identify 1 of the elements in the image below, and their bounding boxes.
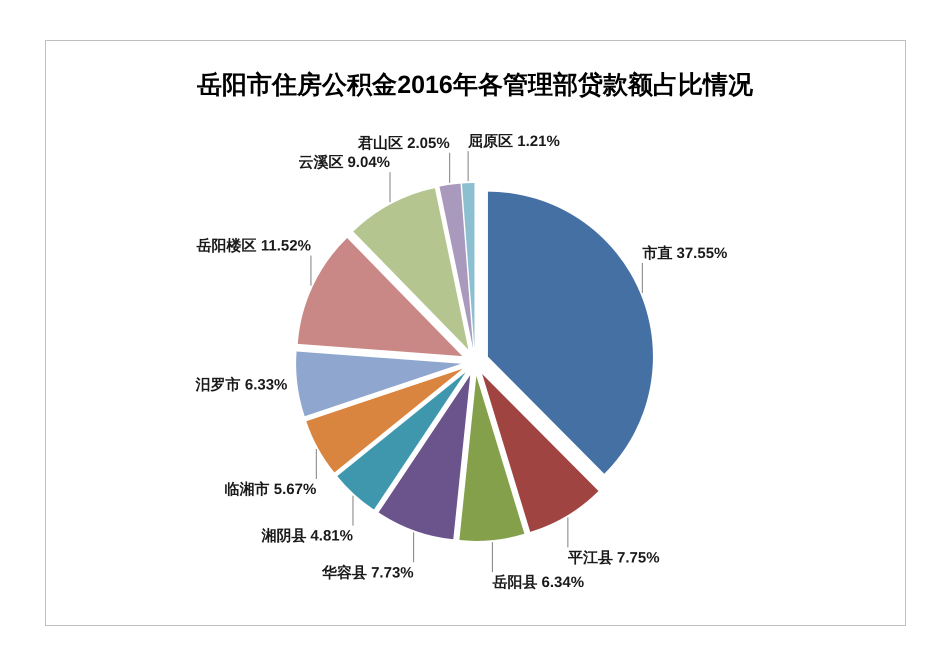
title: 岳阳市住房公积金2016年各管理部贷款额占比情况 bbox=[197, 71, 753, 99]
